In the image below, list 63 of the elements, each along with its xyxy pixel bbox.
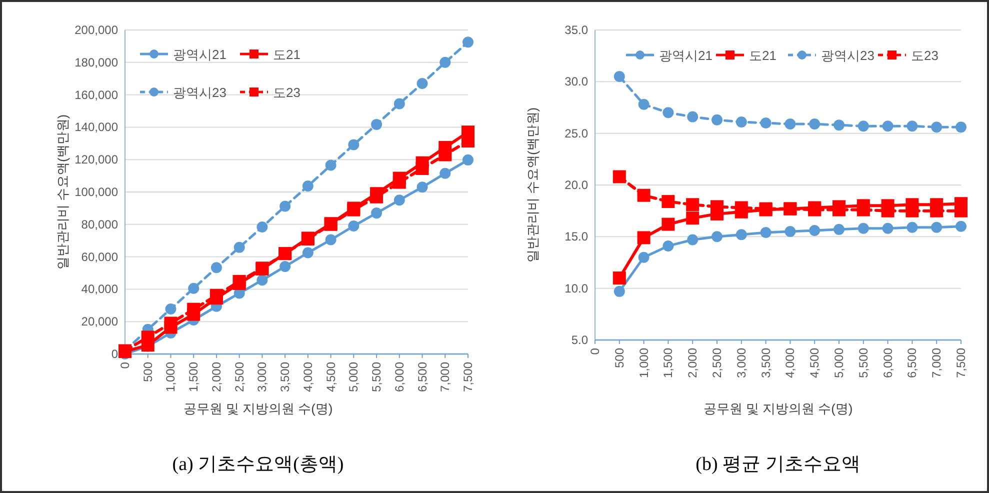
legend-label: 광역시21 bbox=[173, 47, 226, 62]
x-tick-label: 5,500 bbox=[856, 348, 870, 378]
y-tick-label: 30.0 bbox=[564, 74, 588, 89]
y-tick-label: 5.0 bbox=[571, 333, 588, 347]
x-tick-label: 6,500 bbox=[905, 348, 920, 378]
y-tick-label: 140,000 bbox=[74, 120, 118, 134]
legend-label: 도21 bbox=[273, 47, 300, 62]
x-axis-title: 공무원 및 지방의원 수(명) bbox=[183, 401, 333, 416]
x-tick-label: 4,000 bbox=[783, 348, 798, 378]
x-tick-label: 6,000 bbox=[880, 348, 895, 378]
y-tick-label: 40,000 bbox=[81, 282, 118, 296]
x-tick-label: 6,000 bbox=[392, 362, 406, 392]
x-tick-label: 500 bbox=[140, 362, 155, 382]
y-tick-label: 20.0 bbox=[564, 178, 588, 192]
y-tick-label: 160,000 bbox=[74, 88, 118, 102]
y-axis-title: 일반관리비 수요액(백만원) bbox=[55, 114, 70, 270]
x-tick-label: 5,000 bbox=[832, 348, 846, 378]
x-tick-label: 7,500 bbox=[461, 362, 475, 392]
y-tick-label: 100,000 bbox=[74, 185, 118, 199]
x-tick-label: 2,500 bbox=[232, 362, 246, 392]
x-tick-label: 3,000 bbox=[255, 362, 270, 392]
x-tick-label: 1,500 bbox=[186, 362, 201, 392]
x-tick-label: 7,500 bbox=[954, 348, 968, 378]
legend-label: 광역시21 bbox=[659, 48, 712, 63]
x-tick-label: 4,000 bbox=[300, 362, 315, 392]
y-tick-label: 60,000 bbox=[81, 250, 118, 264]
x-tick-label: 0 bbox=[588, 348, 602, 355]
y-tick-label: 180,000 bbox=[74, 55, 118, 70]
legend-label: 광역시23 bbox=[173, 85, 226, 100]
x-tick-label: 5,000 bbox=[346, 362, 361, 392]
x-tick-label: 2,000 bbox=[686, 348, 700, 378]
x-tick-label: 1,000 bbox=[164, 362, 178, 392]
y-tick-label: 10.0 bbox=[564, 281, 588, 296]
x-tick-label: 4,500 bbox=[324, 362, 338, 392]
y-tick-label: 35.0 bbox=[564, 23, 588, 37]
y-tick-label: 80,000 bbox=[81, 217, 118, 232]
y-tick-label: 200,000 bbox=[74, 23, 118, 37]
x-tick-label: 0 bbox=[118, 362, 132, 369]
text: (a) 기초수요액(총액) bbox=[172, 454, 344, 475]
x-tick-label: 7,000 bbox=[930, 348, 944, 378]
legend-label: 도21 bbox=[749, 48, 776, 63]
legend-label: 광역시23 bbox=[821, 48, 874, 63]
x-tick-label: 5,500 bbox=[370, 362, 384, 392]
x-tick-label: 2,000 bbox=[209, 362, 224, 392]
x-axis-title: 공무원 및 지방의원 수(명) bbox=[703, 401, 853, 416]
x-tick-label: 1,500 bbox=[661, 348, 676, 378]
x-tick-label: 500 bbox=[612, 348, 626, 368]
x-tick-label: 6,500 bbox=[415, 362, 430, 392]
y-tick-label: 25.0 bbox=[564, 126, 588, 140]
x-tick-label: 4,500 bbox=[808, 348, 822, 378]
x-tick-label: 7,000 bbox=[438, 362, 452, 392]
x-tick-label: 3,500 bbox=[758, 348, 773, 378]
legend-label: 도23 bbox=[273, 85, 300, 100]
y-tick-label: 120,000 bbox=[74, 152, 118, 167]
y-tick-label: 15.0 bbox=[564, 230, 588, 244]
y-axis-title: 일반관리비 수요액(백만원) bbox=[525, 107, 540, 263]
y-tick-label: 20,000 bbox=[81, 314, 118, 329]
x-tick-label: 2,500 bbox=[710, 348, 724, 378]
text: (b) 평균 기초수요액 bbox=[696, 454, 860, 475]
x-tick-label: 1,000 bbox=[636, 348, 651, 378]
legend-label: 도23 bbox=[911, 48, 938, 63]
x-tick-label: 3,500 bbox=[278, 362, 292, 392]
x-tick-label: 3,000 bbox=[734, 348, 748, 378]
